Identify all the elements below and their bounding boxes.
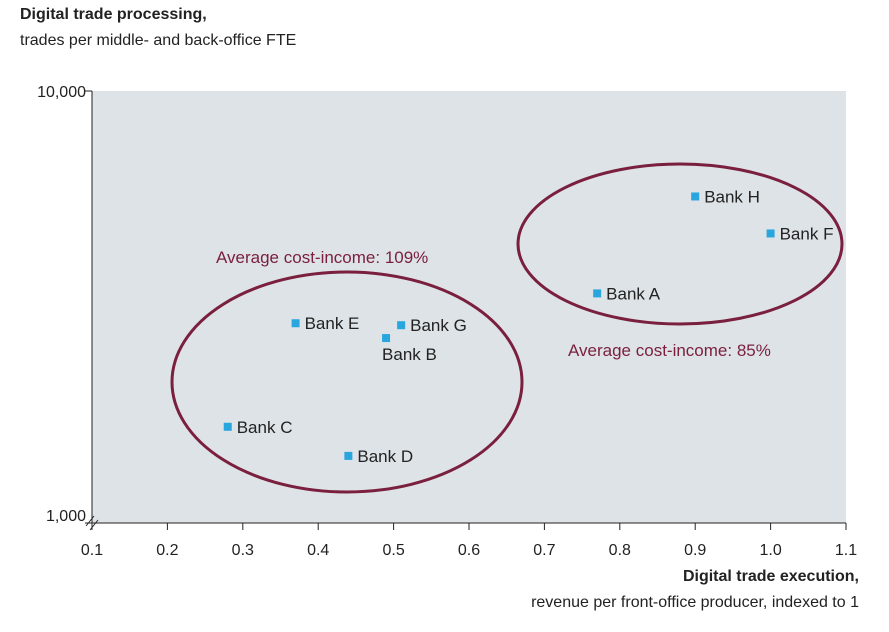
x-tick-label: 0.8 (609, 542, 631, 559)
annotation-cost-income-109: Average cost-income: 109% (216, 248, 428, 267)
x-tick-label: 0.4 (307, 542, 329, 559)
data-point-label: Bank A (606, 284, 661, 303)
x-tick-label: 0.2 (156, 542, 178, 559)
x-tick-label: 0.7 (533, 542, 555, 559)
x-axis-title: Digital trade execution, (682, 568, 859, 585)
data-point (397, 321, 406, 330)
x-axis-subtitle: revenue per front-office producer, index… (531, 594, 859, 611)
data-point (223, 422, 232, 431)
y-axis-subtitle: trades per middle- and back-office FTE (20, 32, 297, 49)
y-tick-label: 1,000 (46, 508, 86, 525)
data-point (291, 319, 300, 328)
ellipse-group-low (170, 270, 524, 494)
y-tick-label: 10,000 (37, 84, 86, 101)
data-point (691, 192, 700, 201)
data-point (593, 289, 602, 298)
x-tick-label: 0.3 (232, 542, 254, 559)
y-axis-ticks: 1,000 10,000 (37, 84, 92, 525)
annotation-cost-income-85: Average cost-income: 85% (568, 341, 771, 360)
data-point-label: Bank B (382, 345, 437, 364)
plot-area (92, 91, 846, 523)
y-axis-title: Digital trade processing, (20, 6, 207, 23)
data-point-label: Bank G (410, 316, 467, 335)
data-point (766, 229, 775, 238)
data-point-label: Bank D (357, 447, 413, 466)
axis-break-icon (85, 515, 99, 531)
x-tick-label: 1.0 (759, 542, 781, 559)
data-point-label: Bank F (780, 224, 834, 243)
data-points: Bank H Bank F Bank A Bank E Bank G Bank B Bank… (223, 187, 834, 466)
x-tick-label: 0.6 (458, 542, 480, 559)
x-tick-label: 0.1 (81, 542, 103, 559)
data-point-label: Bank E (305, 314, 360, 333)
x-tick-label: 0.9 (684, 542, 706, 559)
data-point-label: Bank C (237, 418, 293, 437)
data-point (344, 451, 353, 460)
x-tick-label: 1.1 (835, 542, 857, 559)
x-tick-label: 0.5 (382, 542, 404, 559)
data-point-label: Bank H (704, 187, 760, 206)
x-axis-ticks: 0.1 0.2 0.3 0.4 0.5 0.6 0.7 0.8 0.9 1.0 1.1 (81, 523, 857, 559)
ellipse-group-high (516, 162, 844, 326)
data-point (382, 334, 391, 343)
